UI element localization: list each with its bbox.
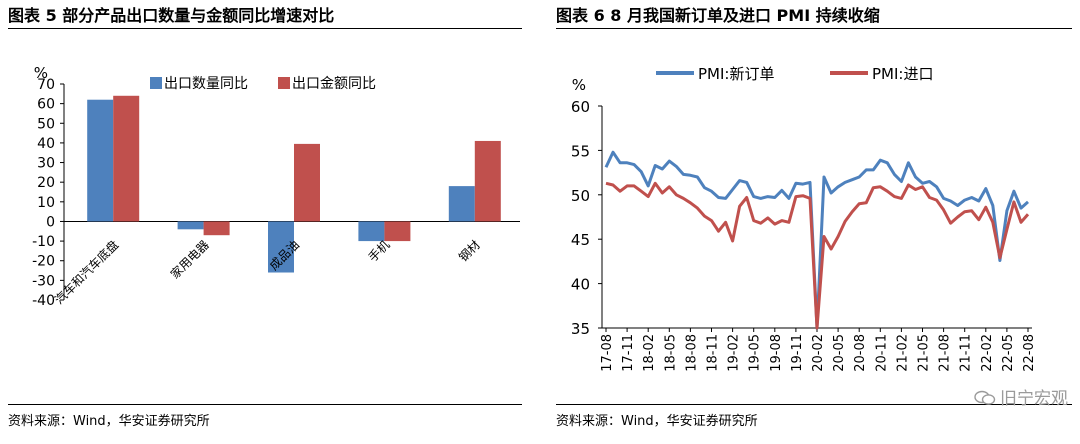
x-tick-label: 18-11	[706, 334, 721, 372]
chat-bubble-icon	[974, 390, 996, 405]
bar-quantity	[358, 221, 385, 242]
bar-value	[203, 221, 230, 236]
right-chart-title: 图表 6 8 月我国新订单及进口 PMI 持续收缩	[556, 6, 880, 25]
bar-quantity	[177, 221, 204, 230]
series-line-import	[605, 181, 1030, 330]
x-category-label: 钢材	[456, 238, 483, 265]
x-tick-label: 20-02	[811, 334, 826, 372]
x-tick-label: 21-08	[938, 334, 953, 372]
y-tick-label: 70	[37, 77, 55, 93]
bar-value	[294, 143, 320, 222]
bar-quantity	[87, 99, 114, 222]
x-tick-label: 18-08	[684, 334, 699, 372]
bar-value	[474, 140, 501, 222]
x-tick-label: 17-08	[600, 334, 615, 372]
watermark: 旧宁宏观	[974, 384, 1068, 409]
y-tick-label: 60	[37, 97, 55, 113]
x-tick-label: 18-05	[663, 334, 678, 372]
right-chart-panel: 图表 6 8 月我国新订单及进口 PMI 持续收缩 % 60 55 50 45 40 35 1…	[548, 0, 1080, 444]
x-tick-label: 19-11	[790, 334, 805, 372]
y-tick-label: -30	[32, 273, 55, 289]
x-category-label: 汽车和汽车底盘	[51, 237, 121, 307]
x-tick-label: 21-02	[895, 334, 910, 372]
y-axis-unit-label: %	[572, 76, 586, 94]
x-category-label: 手机	[366, 238, 393, 265]
y-tick-label: 50	[571, 187, 590, 205]
legend-swatch	[278, 77, 290, 89]
line-chart: % 60 55 50 45 40 35 17-08 17-11 18-02 18-05 18-08 18…	[571, 65, 1037, 372]
y-tick-label: 0	[46, 214, 55, 230]
left-title-rule	[8, 28, 522, 29]
y-tick-label: 30	[37, 156, 55, 172]
x-tick-label: 21-11	[959, 334, 974, 372]
y-tick-label: 40	[571, 276, 590, 294]
x-tick-label: 20-11	[874, 334, 889, 372]
y-tick-label: -20	[32, 254, 55, 270]
x-tick-label: 22-05	[1001, 334, 1016, 372]
left-chart-title: 图表 5 部分产品出口数量与金额同比增速对比	[8, 6, 335, 25]
x-tick-label: 19-02	[727, 334, 742, 372]
bar-value	[384, 221, 411, 242]
x-tick-label: 17-11	[621, 334, 636, 372]
y-tick-label: 10	[37, 195, 55, 211]
y-tick-label: 60	[571, 98, 590, 116]
watermark-text: 旧宁宏观	[1000, 389, 1068, 409]
legend-swatch	[150, 77, 162, 89]
x-tick-label: 22-02	[980, 334, 995, 372]
right-source-rule	[556, 404, 1072, 405]
x-tick-label: 19-08	[769, 334, 784, 372]
y-tick-label: 20	[37, 175, 55, 191]
x-tick-label: 18-02	[642, 334, 657, 372]
right-source-note: 资料来源：Wind，华安证券研究所	[556, 414, 758, 429]
y-tick-label: 50	[37, 116, 55, 132]
x-category-label: 家用电器	[167, 237, 212, 282]
bar-value	[113, 95, 140, 222]
x-tick-label: 21-05	[917, 334, 932, 372]
left-chart-panel: 图表 5 部分产品出口数量与金额同比增速对比 % 70 60 50 40 30 20 10 0 -…	[0, 0, 530, 444]
x-tick-label: 20-08	[853, 334, 868, 372]
y-tick-label: -10	[32, 234, 55, 250]
y-tick-label: 40	[37, 136, 55, 152]
y-axis-unit-label: %	[34, 64, 48, 82]
bar-quantity	[448, 186, 475, 222]
y-tick-label: -40	[32, 293, 55, 309]
y-tick-label: 55	[571, 142, 590, 160]
x-tick-label: 22-08	[1022, 334, 1037, 372]
y-tick-label: 35	[571, 320, 590, 338]
bar-quantity	[268, 221, 294, 273]
y-tick-label: 45	[571, 231, 590, 249]
bar-chart: %706050403020100-10-20-30-40汽车和汽车底盘 家用电器成…	[32, 64, 520, 309]
legend-label: PMI:新订单	[698, 65, 774, 83]
left-source-note: 资料来源：Wind，华安证券研究所	[8, 414, 210, 429]
right-title-rule	[556, 28, 1072, 29]
x-tick-label: 20-05	[832, 334, 847, 372]
legend-label: 出口金额同比	[292, 76, 376, 92]
legend-label: 出口数量同比	[164, 76, 248, 92]
left-source-rule	[8, 404, 522, 405]
legend-label: PMI:进口	[872, 65, 933, 83]
x-tick-label: 19-05	[748, 334, 763, 372]
